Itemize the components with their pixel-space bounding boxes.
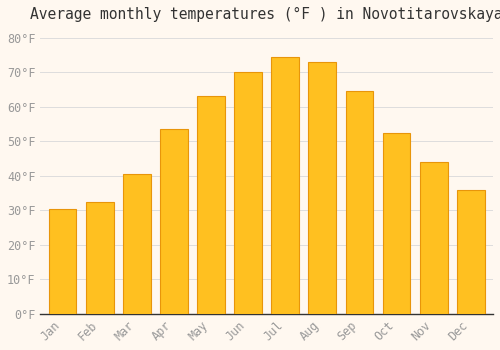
Bar bbox=[272, 57, 299, 314]
Bar bbox=[234, 72, 262, 314]
Bar bbox=[346, 91, 374, 314]
Bar bbox=[382, 133, 410, 314]
Title: Average monthly temperatures (°F ) in Novotitarovskaya: Average monthly temperatures (°F ) in No… bbox=[30, 7, 500, 22]
Bar bbox=[308, 62, 336, 314]
Bar bbox=[420, 162, 448, 314]
Bar bbox=[123, 174, 150, 314]
Bar bbox=[197, 96, 225, 314]
Bar bbox=[160, 129, 188, 314]
Bar bbox=[457, 190, 484, 314]
Bar bbox=[86, 202, 114, 314]
Bar bbox=[48, 209, 76, 314]
